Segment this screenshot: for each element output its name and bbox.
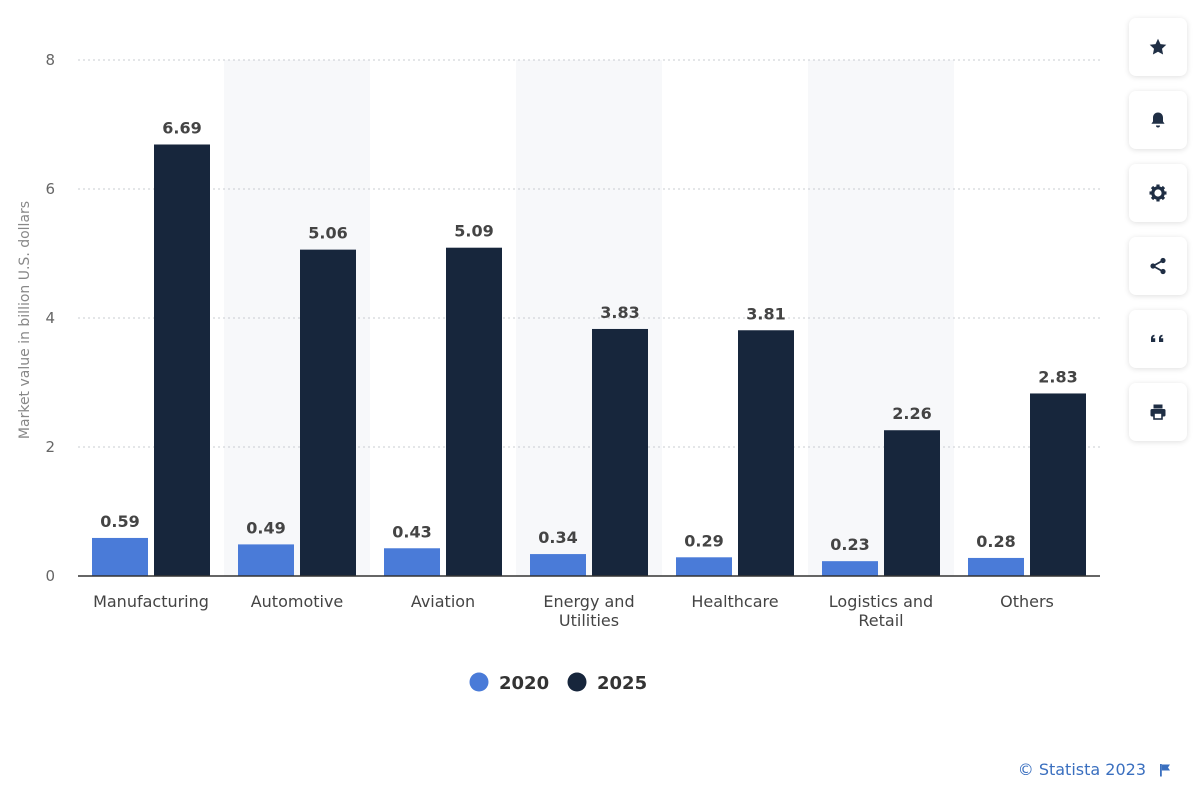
bar-2025-6[interactable] [1030, 393, 1086, 576]
bell-icon [1151, 112, 1165, 128]
data-label-2025-5: 2.26 [892, 404, 931, 423]
bar-2020-6[interactable] [968, 557, 1024, 576]
data-label-2020-4: 0.29 [684, 531, 723, 550]
side-toolbar [1129, 18, 1187, 456]
legend-label: 2020 [499, 673, 549, 694]
favorite-button[interactable] [1129, 18, 1187, 76]
bar-2025-0[interactable] [154, 144, 210, 576]
x-tick-label: Aviation [411, 592, 475, 611]
printer-icon [1150, 404, 1166, 420]
bar-2025-2[interactable] [446, 247, 502, 576]
share-button[interactable] [1129, 237, 1187, 295]
data-label-2025-1: 5.06 [308, 224, 347, 243]
bar-chart: 0 2 4 6 8 Market value in billion U.S. dollar… [17, 51, 1100, 695]
y-tick-label: 4 [45, 309, 55, 327]
x-tick-label: Automotive [251, 592, 344, 611]
settings-button[interactable] [1129, 164, 1187, 222]
data-label-2025-3: 3.83 [600, 303, 639, 322]
bar-2025-5[interactable] [884, 430, 940, 576]
legend-marker [469, 672, 489, 692]
legend-item-2025[interactable]: 2025 [567, 672, 648, 695]
legend-item-2020[interactable]: 2020 [469, 672, 550, 695]
quote-icon [1151, 334, 1164, 342]
data-label-2020-2: 0.43 [392, 522, 431, 541]
y-axis-title: Market value in billion U.S. dollars [17, 201, 33, 439]
share-icon [1150, 257, 1166, 275]
bar-2020-1[interactable] [238, 544, 294, 576]
bar-2025-4[interactable] [738, 330, 794, 576]
data-label-2020-1: 0.49 [246, 518, 285, 537]
notification-button[interactable] [1129, 91, 1187, 149]
data-label-2020-5: 0.23 [830, 535, 869, 554]
bar-2020-3[interactable] [530, 554, 586, 576]
data-label-2025-6: 2.83 [1038, 367, 1077, 386]
bar-2020-2[interactable] [384, 548, 440, 576]
data-label-2025-4: 3.81 [746, 304, 785, 323]
data-label-2020-0: 0.59 [100, 512, 139, 531]
data-label-2020-3: 0.34 [538, 528, 577, 547]
credit-text[interactable]: © Statista 2023 [1017, 760, 1146, 779]
y-tick-label: 6 [45, 180, 55, 198]
statista-credit[interactable]: © Statista 2023 [1018, 760, 1172, 779]
bar-2020-4[interactable] [676, 557, 732, 576]
y-tick-label: 0 [45, 567, 55, 585]
x-tick-label: Manufacturing [93, 592, 209, 611]
x-tick-label: Utilities [559, 611, 619, 630]
legend-marker [567, 672, 587, 692]
y-tick-label: 8 [45, 51, 55, 69]
x-tick-label: Healthcare [691, 592, 778, 611]
x-tick-label: Others [1000, 592, 1054, 611]
gear-icon [1149, 184, 1167, 202]
x-tick-label: Logistics and [829, 592, 933, 611]
data-label-2025-0: 6.69 [162, 118, 201, 137]
legend-label: 2025 [597, 673, 647, 694]
data-label-2020-6: 0.28 [976, 532, 1015, 551]
cite-button[interactable] [1129, 310, 1187, 368]
bar-2020-0[interactable] [92, 537, 148, 576]
x-tick-label: Energy and [543, 592, 634, 611]
bar-2020-5[interactable] [822, 561, 878, 576]
x-tick-label: Retail [858, 611, 903, 630]
star-icon [1149, 38, 1167, 55]
chart: 0 2 4 6 8 Market value in billion U.S. dollar… [17, 51, 1100, 695]
bar-2025-3[interactable] [592, 328, 648, 576]
y-tick-label: 2 [45, 438, 55, 456]
print-button[interactable] [1129, 383, 1187, 441]
data-label-2025-2: 5.09 [454, 222, 493, 241]
bar-2025-1[interactable] [300, 249, 356, 576]
flag-icon[interactable] [1158, 763, 1172, 777]
